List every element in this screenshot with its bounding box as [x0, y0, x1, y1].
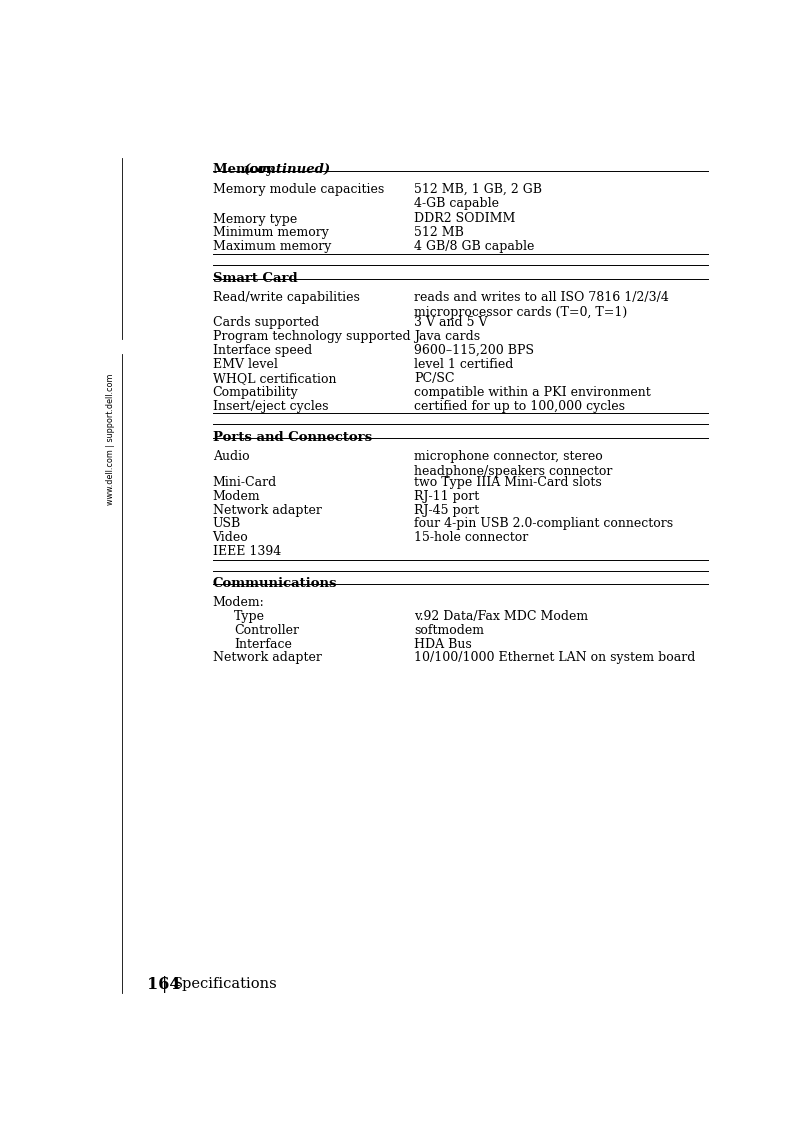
Text: Specifications: Specifications: [172, 978, 277, 991]
Text: Interface speed: Interface speed: [213, 344, 312, 357]
Text: HDA Bus: HDA Bus: [414, 637, 472, 651]
Text: Modem:: Modem:: [213, 596, 265, 609]
Text: Network adapter: Network adapter: [213, 651, 322, 665]
Text: Audio: Audio: [213, 450, 249, 464]
Text: 512 MB, 1 GB, 2 GB: 512 MB, 1 GB, 2 GB: [414, 183, 542, 196]
Text: softmodem: softmodem: [414, 624, 484, 637]
Text: Smart Card: Smart Card: [213, 272, 298, 284]
Text: 4 GB/8 GB capable: 4 GB/8 GB capable: [414, 240, 534, 254]
Text: Ports and Connectors: Ports and Connectors: [213, 432, 372, 444]
Text: RJ-11 port: RJ-11 port: [414, 490, 480, 502]
Text: microphone connector, stereo
headphone/speakers connector: microphone connector, stereo headphone/s…: [414, 450, 613, 478]
Text: Type: Type: [234, 610, 265, 622]
Text: Modem: Modem: [213, 490, 261, 502]
Text: Memory: Memory: [213, 163, 277, 176]
Text: 9600–115,200 BPS: 9600–115,200 BPS: [414, 344, 534, 357]
Text: 4-GB capable: 4-GB capable: [414, 198, 499, 210]
Text: two Type IIIA Mini-Card slots: two Type IIIA Mini-Card slots: [414, 476, 602, 489]
Text: PC/SC: PC/SC: [414, 372, 455, 385]
Text: USB: USB: [213, 517, 241, 530]
Text: Interface: Interface: [234, 637, 292, 651]
Text: Video: Video: [213, 531, 249, 545]
Text: 10/100/1000 Ethernet LAN on system board: 10/100/1000 Ethernet LAN on system board: [414, 651, 695, 665]
Text: Memory module capacities: Memory module capacities: [213, 183, 384, 196]
Text: Compatibility: Compatibility: [213, 386, 298, 399]
Text: 512 MB: 512 MB: [414, 226, 464, 240]
Text: Mini-Card: Mini-Card: [213, 476, 277, 489]
Text: Maximum memory: Maximum memory: [213, 240, 331, 254]
Text: EMV level: EMV level: [213, 359, 277, 371]
Text: |: |: [162, 975, 168, 992]
Text: Program technology supported: Program technology supported: [213, 330, 411, 344]
Text: Read/write capabilities: Read/write capabilities: [213, 291, 359, 304]
Text: DDR2 SODIMM: DDR2 SODIMM: [414, 212, 516, 225]
Text: reads and writes to all ISO 7816 1/2/3/4
microprocessor cards (T=0, T=1): reads and writes to all ISO 7816 1/2/3/4…: [414, 291, 669, 319]
Text: Insert/eject cycles: Insert/eject cycles: [213, 400, 328, 412]
Text: 15-hole connector: 15-hole connector: [414, 531, 529, 545]
Text: four 4-pin USB 2.0-compliant connectors: four 4-pin USB 2.0-compliant connectors: [414, 517, 673, 530]
Text: www.dell.com | support.dell.com: www.dell.com | support.dell.com: [106, 373, 115, 505]
Text: compatible within a PKI environment: compatible within a PKI environment: [414, 386, 651, 399]
Text: level 1 certified: level 1 certified: [414, 359, 513, 371]
Text: Network adapter: Network adapter: [213, 504, 322, 516]
Text: Controller: Controller: [234, 624, 299, 637]
Text: (continued): (continued): [244, 163, 330, 176]
Text: Java cards: Java cards: [414, 330, 480, 344]
Text: v.92 Data/Fax MDC Modem: v.92 Data/Fax MDC Modem: [414, 610, 588, 622]
Text: 164: 164: [147, 975, 180, 992]
Text: IEEE 1394: IEEE 1394: [213, 545, 281, 558]
Text: RJ-45 port: RJ-45 port: [414, 504, 480, 516]
Text: certified for up to 100,000 cycles: certified for up to 100,000 cycles: [414, 400, 625, 412]
Text: Memory type: Memory type: [213, 212, 297, 225]
Text: Minimum memory: Minimum memory: [213, 226, 329, 240]
Text: WHQL certification: WHQL certification: [213, 372, 336, 385]
Text: Cards supported: Cards supported: [213, 316, 319, 329]
Text: 3 V and 5 V: 3 V and 5 V: [414, 316, 488, 329]
Text: Communications: Communications: [213, 578, 337, 590]
